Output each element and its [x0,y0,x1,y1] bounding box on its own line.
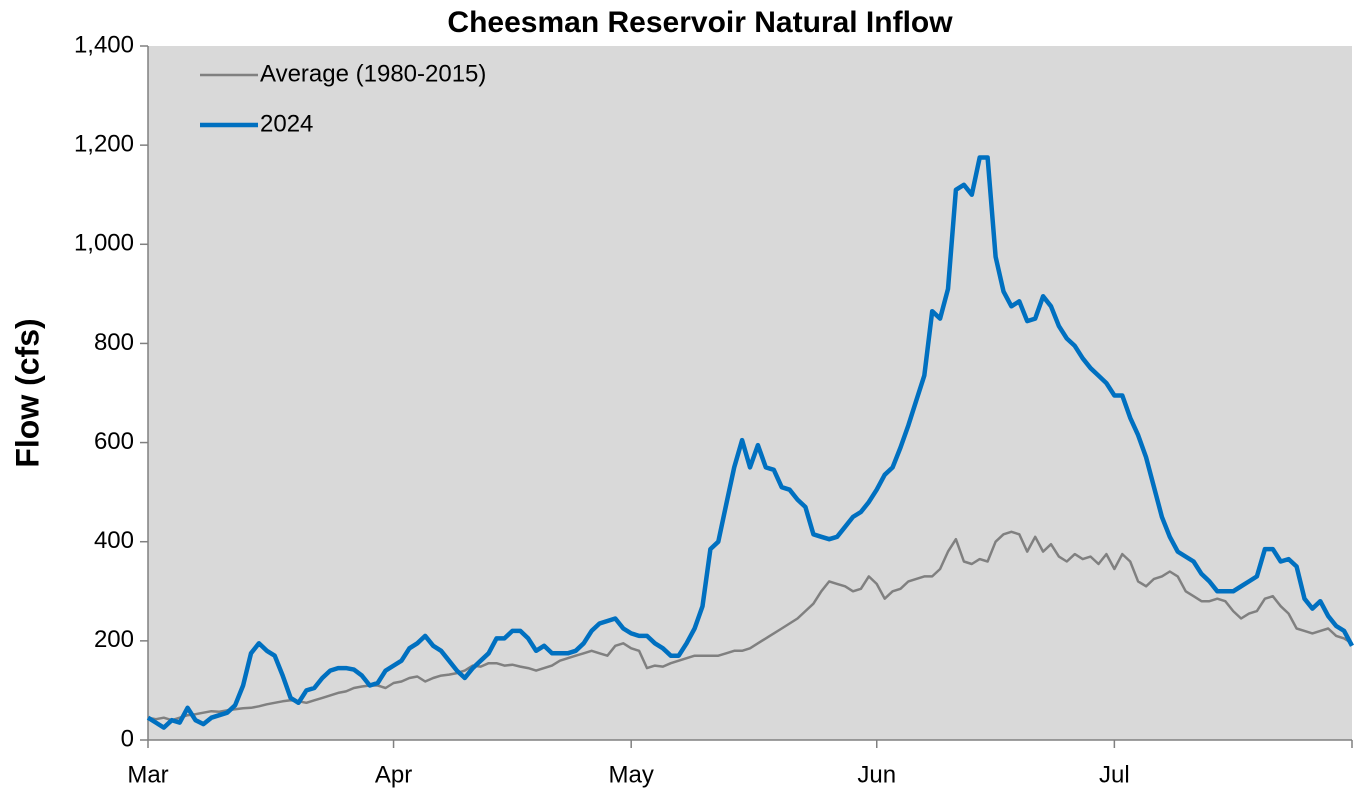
legend-label: 2024 [260,110,313,137]
plot-area [148,46,1352,740]
y-tick-label: 1,200 [74,130,134,157]
x-tick-label: Jul [1099,761,1130,788]
y-tick-label: 800 [94,329,134,356]
y-tick-label: 0 [121,725,134,752]
y-tick-label: 1,400 [74,31,134,58]
x-tick-label: May [609,761,654,788]
x-tick-label: Apr [375,761,412,788]
y-tick-label: 1,000 [74,230,134,257]
y-tick-label: 200 [94,626,134,653]
series-line [146,155,1354,730]
series-line [147,530,1353,722]
y-tick-label: 400 [94,527,134,554]
x-tick-label: Jun [857,761,896,788]
chart-title: Cheesman Reservoir Natural Inflow [447,6,953,39]
y-axis-label: Flow (cfs) [9,318,45,467]
x-tick-label: Mar [127,761,168,788]
legend-label: Average (1980-2015) [260,60,486,87]
y-tick-label: 600 [94,428,134,455]
